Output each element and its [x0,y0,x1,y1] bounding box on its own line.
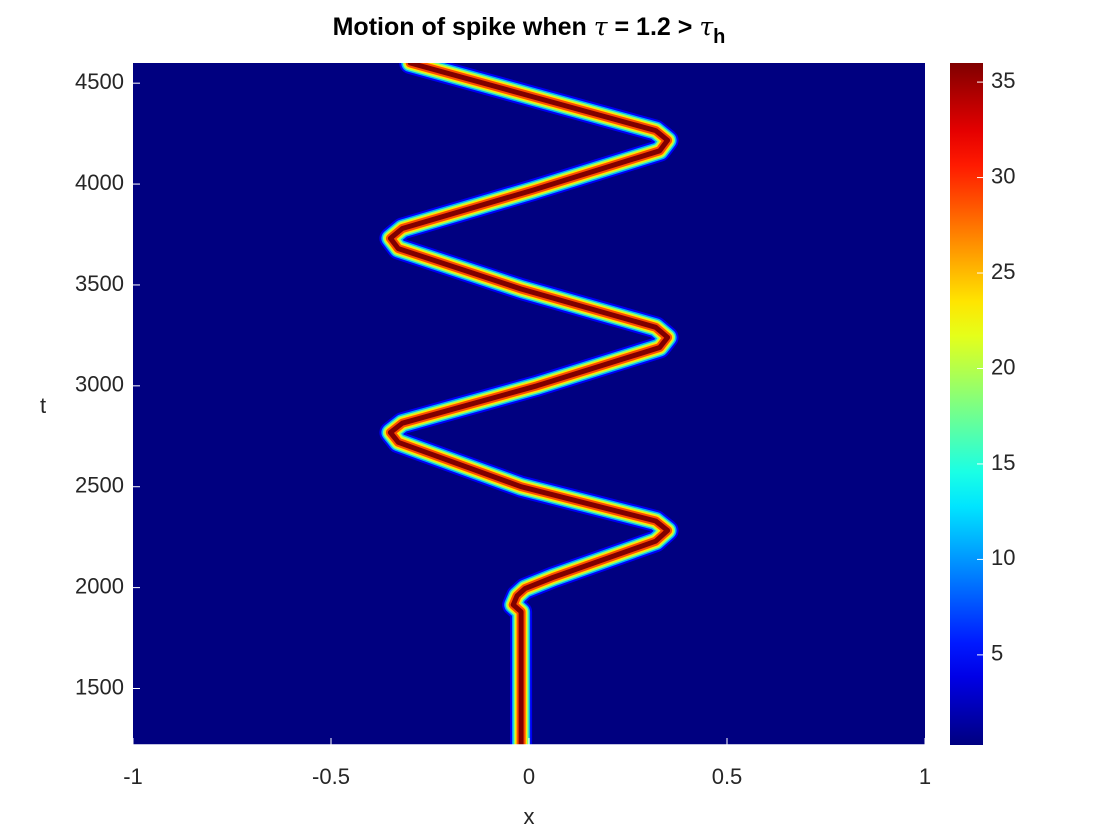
x-tick-label: 0 [523,764,535,789]
x-axis-label: x [524,804,535,829]
y-tick-label: 3000 [75,372,124,397]
x-tick-label: -1 [123,764,143,789]
colorbar-tick-label: 10 [991,545,1015,570]
y-axis-label: t [40,393,46,418]
x-tick-label: 0.5 [712,764,743,789]
colorbar-tick-label: 30 [991,163,1015,188]
colorbar-tick-label: 15 [991,450,1015,475]
y-tick-label: 1500 [75,674,124,699]
colorbar-tick-label: 25 [991,259,1015,284]
colorbar-tick-label: 35 [991,68,1015,93]
y-tick-label: 4000 [75,170,124,195]
y-tick-label: 3500 [75,271,124,296]
chart-title: Motion of spike when τ = 1.2 > τh [333,12,726,49]
colorbar [950,63,983,745]
y-tick-label: 2000 [75,573,124,598]
plot-area [133,63,925,745]
spike-core [387,63,671,745]
y-tick-label: 2500 [75,473,124,498]
x-tick-label: -0.5 [312,764,350,789]
colorbar-tick-label: 20 [991,354,1015,379]
y-tick-label: 4500 [75,69,124,94]
x-tick-label: 1 [919,764,931,789]
colorbar-tick-label: 5 [991,641,1003,666]
